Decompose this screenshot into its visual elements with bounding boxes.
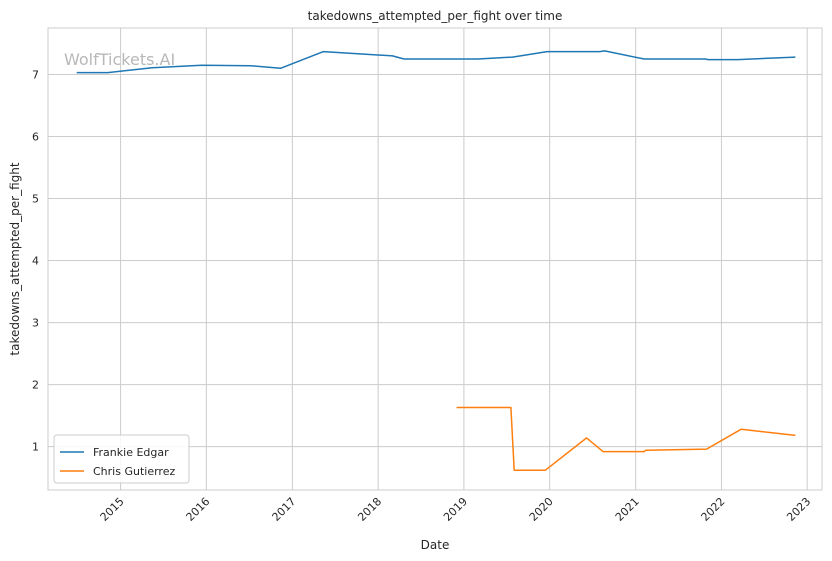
y-tick-label: 6 bbox=[32, 131, 39, 144]
y-tick-label: 3 bbox=[32, 317, 39, 330]
x-tick-label: 2019 bbox=[441, 495, 470, 524]
x-tick-label: 2022 bbox=[699, 495, 728, 524]
x-tick-label: 2015 bbox=[98, 495, 127, 524]
y-tick-label: 2 bbox=[32, 379, 39, 392]
x-tick-label: 2023 bbox=[784, 495, 813, 524]
y-tick-labels: 1 2 3 4 5 6 7 bbox=[32, 69, 39, 454]
y-tick-label: 1 bbox=[32, 441, 39, 454]
series-line-frankie-edgar bbox=[76, 50, 796, 74]
y-axis-title: takedowns_attempted_per_fight bbox=[8, 162, 22, 355]
legend-label-chris-gutierrez: Chris Gutierrez bbox=[93, 465, 175, 478]
legend: Frankie Edgar Chris Gutierrez bbox=[53, 434, 190, 484]
x-tick-label: 2021 bbox=[613, 495, 642, 524]
x-tick-label: 2018 bbox=[355, 495, 384, 524]
legend-label-frankie-edgar: Frankie Edgar bbox=[93, 446, 169, 459]
y-tick-label: 4 bbox=[32, 255, 39, 268]
x-tick-label: 2016 bbox=[184, 495, 213, 524]
y-tick-label: 7 bbox=[32, 69, 39, 82]
series-line-chris-gutierrez bbox=[456, 406, 796, 471]
legend-box bbox=[53, 434, 190, 484]
watermark: WolfTickets.AI bbox=[64, 50, 175, 69]
x-tick-labels: 2015 2016 2017 2018 2019 2020 2021 2022 2023 bbox=[98, 495, 814, 524]
x-axis-title: Date bbox=[421, 538, 450, 552]
x-tick-label: 2020 bbox=[527, 495, 556, 524]
plot-area bbox=[47, 27, 823, 491]
grid bbox=[48, 28, 822, 490]
y-tick-label: 5 bbox=[32, 193, 39, 206]
chart-title: takedowns_attempted_per_fight over time bbox=[308, 9, 563, 23]
x-tick-label: 2017 bbox=[270, 495, 299, 524]
series-lines bbox=[76, 50, 796, 471]
